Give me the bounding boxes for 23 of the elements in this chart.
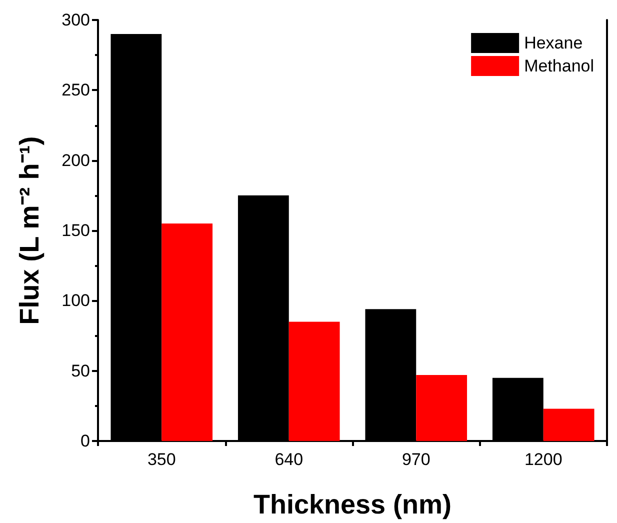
bar [416,375,468,441]
bar [238,195,289,441]
x-tick-label: 640 [274,450,304,469]
legend-label: Hexane [524,34,583,52]
bar [288,322,340,441]
bar [365,309,416,441]
x-tick-label: 970 [402,450,430,469]
bar [162,223,213,441]
y-tick-label: 300 [62,10,90,30]
y-axis-title: Flux (L m⁻² h⁻¹) [14,136,44,325]
x-axis-title: Thickness (nm) [253,490,452,520]
legend-label: Methanol [524,56,594,76]
y-tick-label: 150 [62,221,90,240]
bar [492,378,544,441]
x-tick-label: 1200 [524,450,562,469]
bar [110,34,162,441]
y-tick-label: 200 [62,150,90,170]
bar [543,408,594,441]
x-tick-label: 350 [147,450,176,469]
y-tick-label: 0 [80,432,90,450]
y-tick-label: 250 [62,80,90,100]
y-tick-label: 100 [62,291,90,310]
y-tick-label: 50 [71,361,90,380]
